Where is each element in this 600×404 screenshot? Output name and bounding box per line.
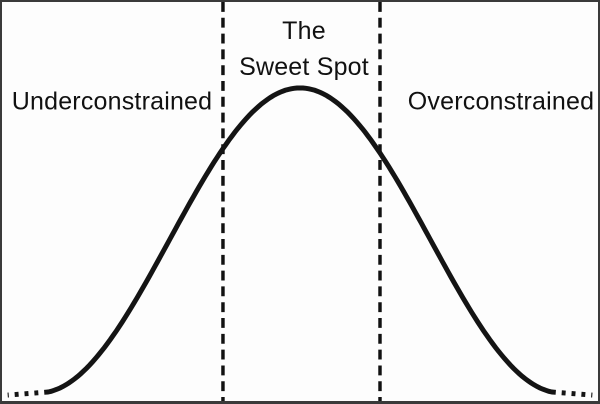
- sweet-spot-title: The Sweet Spot: [239, 13, 369, 85]
- bell-curve-right-dotted-tail: [551, 389, 593, 398]
- sweet-spot-title-line1: The: [282, 17, 326, 45]
- underconstrained-label: Underconstrained: [11, 87, 213, 116]
- bell-curve-path: [45, 85, 555, 395]
- bell-curve-left-dotted-tail: [7, 389, 49, 398]
- sweet-spot-title-line2: Sweet Spot: [239, 53, 369, 81]
- overconstrained-label: Overconstrained: [407, 87, 595, 116]
